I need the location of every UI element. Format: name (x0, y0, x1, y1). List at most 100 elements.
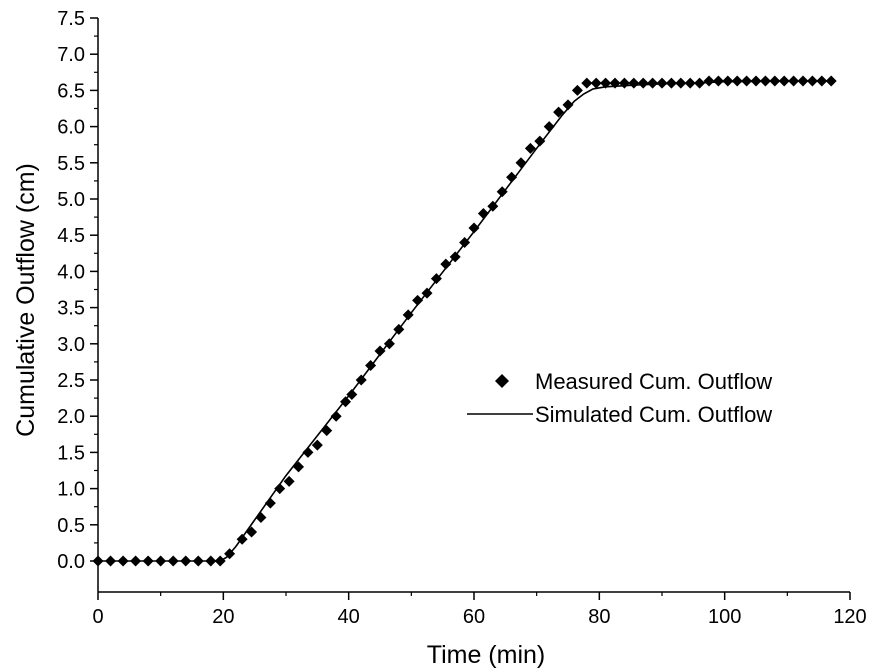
measured-point (703, 75, 715, 87)
measured-point (759, 75, 771, 87)
measured-point (712, 75, 724, 87)
measured-point (778, 75, 790, 87)
measured-point (731, 75, 743, 87)
measured-point (402, 309, 414, 321)
y-tick-label: 1.5 (57, 442, 85, 464)
legend-marker-measured (495, 374, 509, 388)
y-tick-label: 4.5 (57, 225, 85, 247)
y-tick-label: 5.0 (57, 189, 85, 211)
measured-point (246, 526, 258, 538)
x-tick-label: 60 (463, 606, 485, 628)
measured-point (142, 555, 154, 567)
measured-point (571, 84, 583, 96)
measured-point (769, 75, 781, 87)
y-tick-label: 7.0 (57, 44, 85, 66)
y-axis-title: Cumulative Outflow (cm) (12, 163, 40, 437)
measured-point (236, 533, 248, 545)
measured-point (665, 77, 677, 89)
legend-label-measured: Measured Cum. Outflow (535, 369, 772, 394)
measured-point (421, 287, 433, 299)
x-tick-label: 0 (92, 606, 103, 628)
measured-point (224, 548, 236, 560)
measured-point (311, 439, 323, 451)
legend-label-simulated: Simulated Cum. Outflow (535, 402, 772, 427)
measured-point (192, 555, 204, 567)
measured-point (694, 77, 706, 89)
measured-point (543, 121, 555, 133)
measured-point (628, 77, 640, 89)
measured-point (459, 236, 471, 248)
measured-point (506, 171, 518, 183)
measured-point (440, 258, 452, 270)
measured-point (105, 555, 117, 567)
measured-point (340, 396, 352, 408)
measured-point (255, 512, 267, 524)
y-tick-label: 0.0 (57, 551, 85, 573)
simulated-line (98, 80, 832, 562)
measured-point (393, 323, 405, 335)
measured-point (214, 555, 226, 567)
y-axis: 0.0 0.5 1.0 1.5 2.0 2.5 3.0 3.5 4.0 4.5 5.0 5.5 6.0 6… (57, 8, 98, 573)
x-tick-label: 20 (212, 606, 234, 628)
measured-point (581, 77, 593, 89)
measured-point (741, 75, 753, 87)
measured-point (750, 75, 762, 87)
x-tick-label: 40 (338, 606, 360, 628)
measured-point (609, 77, 621, 89)
measured-point (825, 75, 837, 87)
y-tick-label: 7.5 (57, 8, 85, 30)
measured-point (383, 338, 395, 350)
measured-point (293, 461, 305, 473)
measured-point (675, 77, 687, 89)
measured-point (806, 75, 818, 87)
measured-point (524, 142, 536, 154)
measured-point (346, 388, 358, 400)
y-tick-label: 2.0 (57, 406, 85, 428)
measured-point (496, 186, 508, 198)
measured-point (816, 75, 828, 87)
measured-point (274, 483, 286, 495)
measured-point (264, 497, 276, 509)
legend: Measured Cum. Outflow Simulated Cum. Out… (467, 369, 772, 427)
measured-point (180, 555, 192, 567)
measured-point (302, 446, 314, 458)
x-tick-label: 120 (833, 606, 866, 628)
measured-series (92, 75, 837, 567)
measured-point (797, 75, 809, 87)
x-axis: 0 20 40 60 80 100 120 (92, 592, 867, 628)
measured-point (590, 77, 602, 89)
measured-point (430, 273, 442, 285)
measured-point (355, 374, 367, 386)
plot-area (97, 18, 850, 593)
measured-point (117, 555, 129, 567)
measured-point (600, 77, 612, 89)
measured-point (205, 555, 217, 567)
x-axis-title: Time (min) (427, 641, 546, 669)
measured-point (449, 251, 461, 263)
measured-point (92, 555, 104, 567)
y-tick-label: 4.0 (57, 261, 85, 283)
measured-point (330, 410, 342, 422)
y-tick-label: 3.0 (57, 334, 85, 356)
measured-point (365, 360, 377, 372)
measured-point (477, 207, 489, 219)
measured-point (534, 135, 546, 147)
measured-point (637, 77, 649, 89)
measured-point (788, 75, 800, 87)
measured-point (656, 77, 668, 89)
measured-point (553, 106, 565, 118)
y-tick-label: 1.0 (57, 479, 85, 501)
y-tick-label: 5.5 (57, 153, 85, 175)
measured-point (487, 200, 499, 212)
measured-point (321, 425, 333, 437)
measured-point (618, 77, 630, 89)
y-tick-label: 6.5 (57, 80, 85, 102)
y-tick-label: 2.5 (57, 370, 85, 392)
measured-point (562, 99, 574, 111)
measured-point (722, 75, 734, 87)
simulated-series (98, 80, 832, 562)
y-tick-label: 0.5 (57, 515, 85, 537)
measured-point (515, 157, 527, 169)
y-tick-label: 6.0 (57, 117, 85, 139)
